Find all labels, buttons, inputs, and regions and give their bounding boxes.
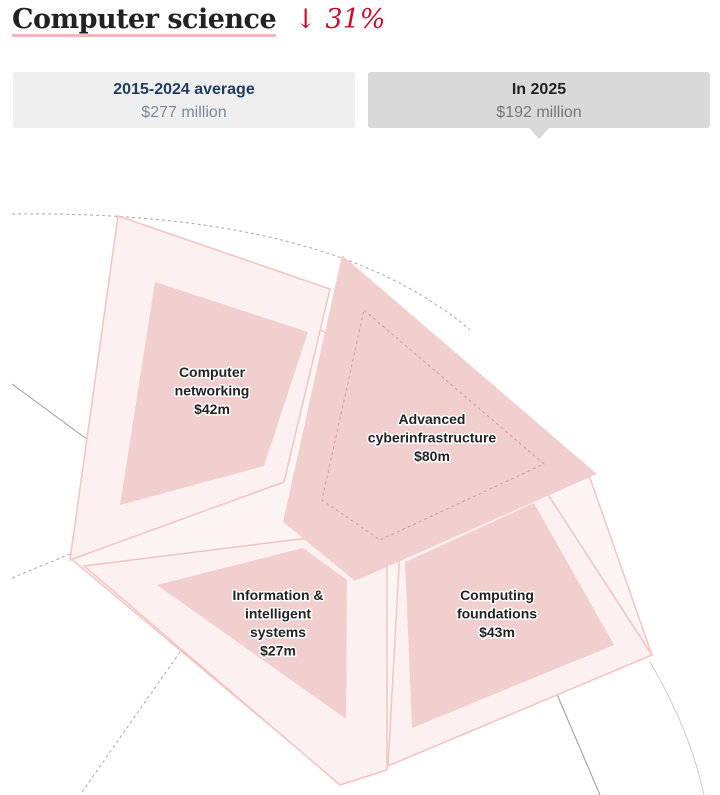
tab-label: In 2025 <box>511 81 567 98</box>
tab-2015-2024-average[interactable]: 2015-2024 average $277 million <box>13 72 355 128</box>
page-title: Computer science <box>12 4 277 35</box>
value-label: $27m <box>260 643 296 659</box>
category-label: systems <box>250 624 306 640</box>
value-label: $43m <box>479 624 515 640</box>
background-rings <box>11 213 705 795</box>
category-label: Computer <box>179 364 246 380</box>
label-information-intelligent-systems: Information & intelligent systems $27m <box>233 587 324 659</box>
category-label: Computing <box>460 587 534 603</box>
label-computing-foundations: Computing foundations $43m <box>457 587 537 640</box>
category-label: Advanced <box>399 411 466 427</box>
change-indicator: ↓ 31% <box>294 4 386 35</box>
category-label: Information & <box>233 587 324 603</box>
tab-value: $277 million <box>141 104 227 121</box>
value-label: $80m <box>414 448 450 464</box>
tab-in-2025[interactable]: In 2025 $192 million <box>368 72 710 128</box>
segment-labels: Computer networking $42m Advanced cyberinfra… <box>173 363 539 661</box>
tab-label: 2015-2024 average <box>113 81 255 98</box>
category-label: networking <box>175 383 250 399</box>
label-computer-networking: Computer networking $42m <box>175 364 250 417</box>
segment-computer-networking <box>120 282 308 505</box>
value-label: $42m <box>194 401 230 417</box>
selected-tab-pointer <box>529 128 549 139</box>
category-label: intelligent <box>245 606 311 622</box>
segment-advanced-cyberinfrastructure-average <box>321 309 545 541</box>
category-label: cyberinfrastructure <box>368 430 497 446</box>
segment-advanced-cyberinfrastructure <box>283 255 597 581</box>
segment-information-intelligent-systems <box>157 548 347 719</box>
category-label: foundations <box>457 606 537 622</box>
label-advanced-cyberinfrastructure: Advanced cyberinfrastructure $80m <box>368 411 497 464</box>
segment-computing-foundations <box>405 503 614 728</box>
title-row: Computer science ↓ 31% <box>12 4 385 48</box>
tab-value: $192 million <box>496 104 582 121</box>
